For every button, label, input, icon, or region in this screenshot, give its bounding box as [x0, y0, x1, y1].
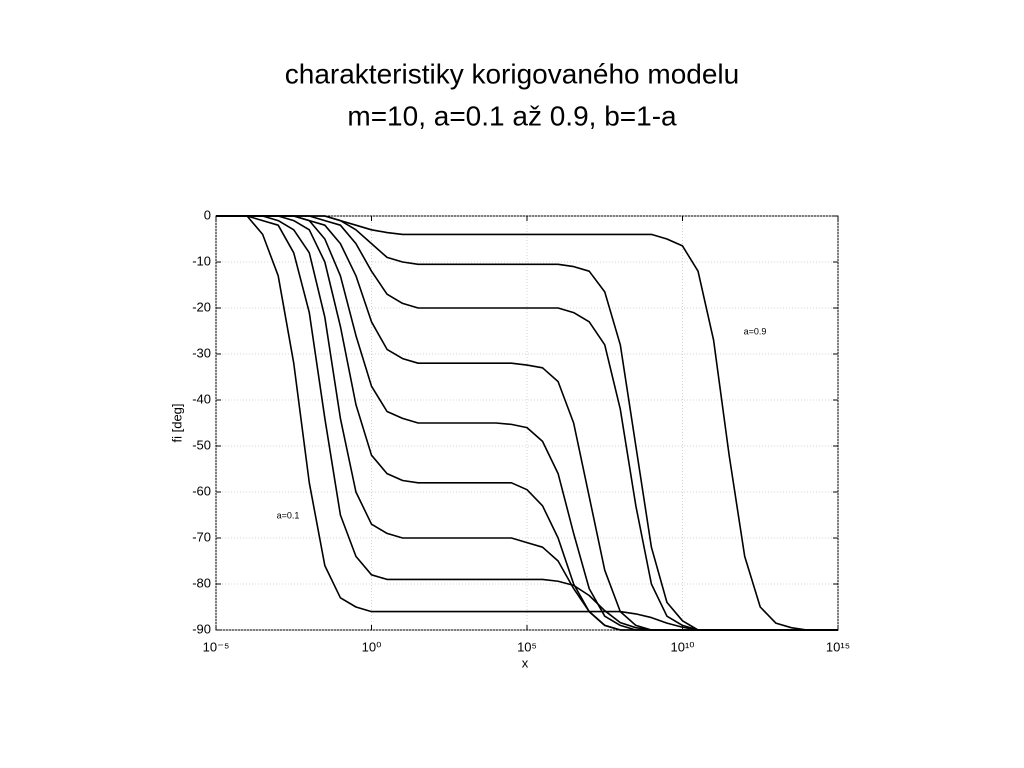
- chart-subtitle: m=10, a=0.1 až 0.9, b=1-a: [347, 100, 677, 131]
- y-tick-label: 0: [204, 207, 211, 222]
- x-tick-label: 10⁻⁵: [203, 639, 230, 654]
- y-tick-label: -60: [192, 483, 211, 498]
- x-tick-label: 10⁰: [362, 639, 382, 654]
- y-axis-label: fi [deg]: [169, 403, 184, 442]
- y-tick-label: -50: [192, 437, 211, 452]
- series-line: [216, 215, 838, 631]
- x-tick-label: 10¹⁵: [826, 639, 850, 654]
- y-tick-label: -40: [192, 391, 211, 406]
- y-tick-label: -20: [192, 299, 211, 314]
- x-tick-label: 10⁵: [517, 639, 537, 654]
- y-tick-label: -10: [192, 253, 211, 268]
- y-tick-label: -90: [192, 621, 211, 636]
- x-axis-label: x: [522, 655, 529, 670]
- y-tick-label: -80: [192, 575, 211, 590]
- y-tick-label: -30: [192, 345, 211, 360]
- x-tick-label: 10¹⁰: [670, 639, 694, 654]
- y-tick-label: -70: [192, 529, 211, 544]
- annotation: a=0.1: [277, 510, 300, 520]
- annotation: a=0.9: [744, 326, 767, 336]
- chart-title: charakteristiky korigovaného modelu: [285, 58, 739, 89]
